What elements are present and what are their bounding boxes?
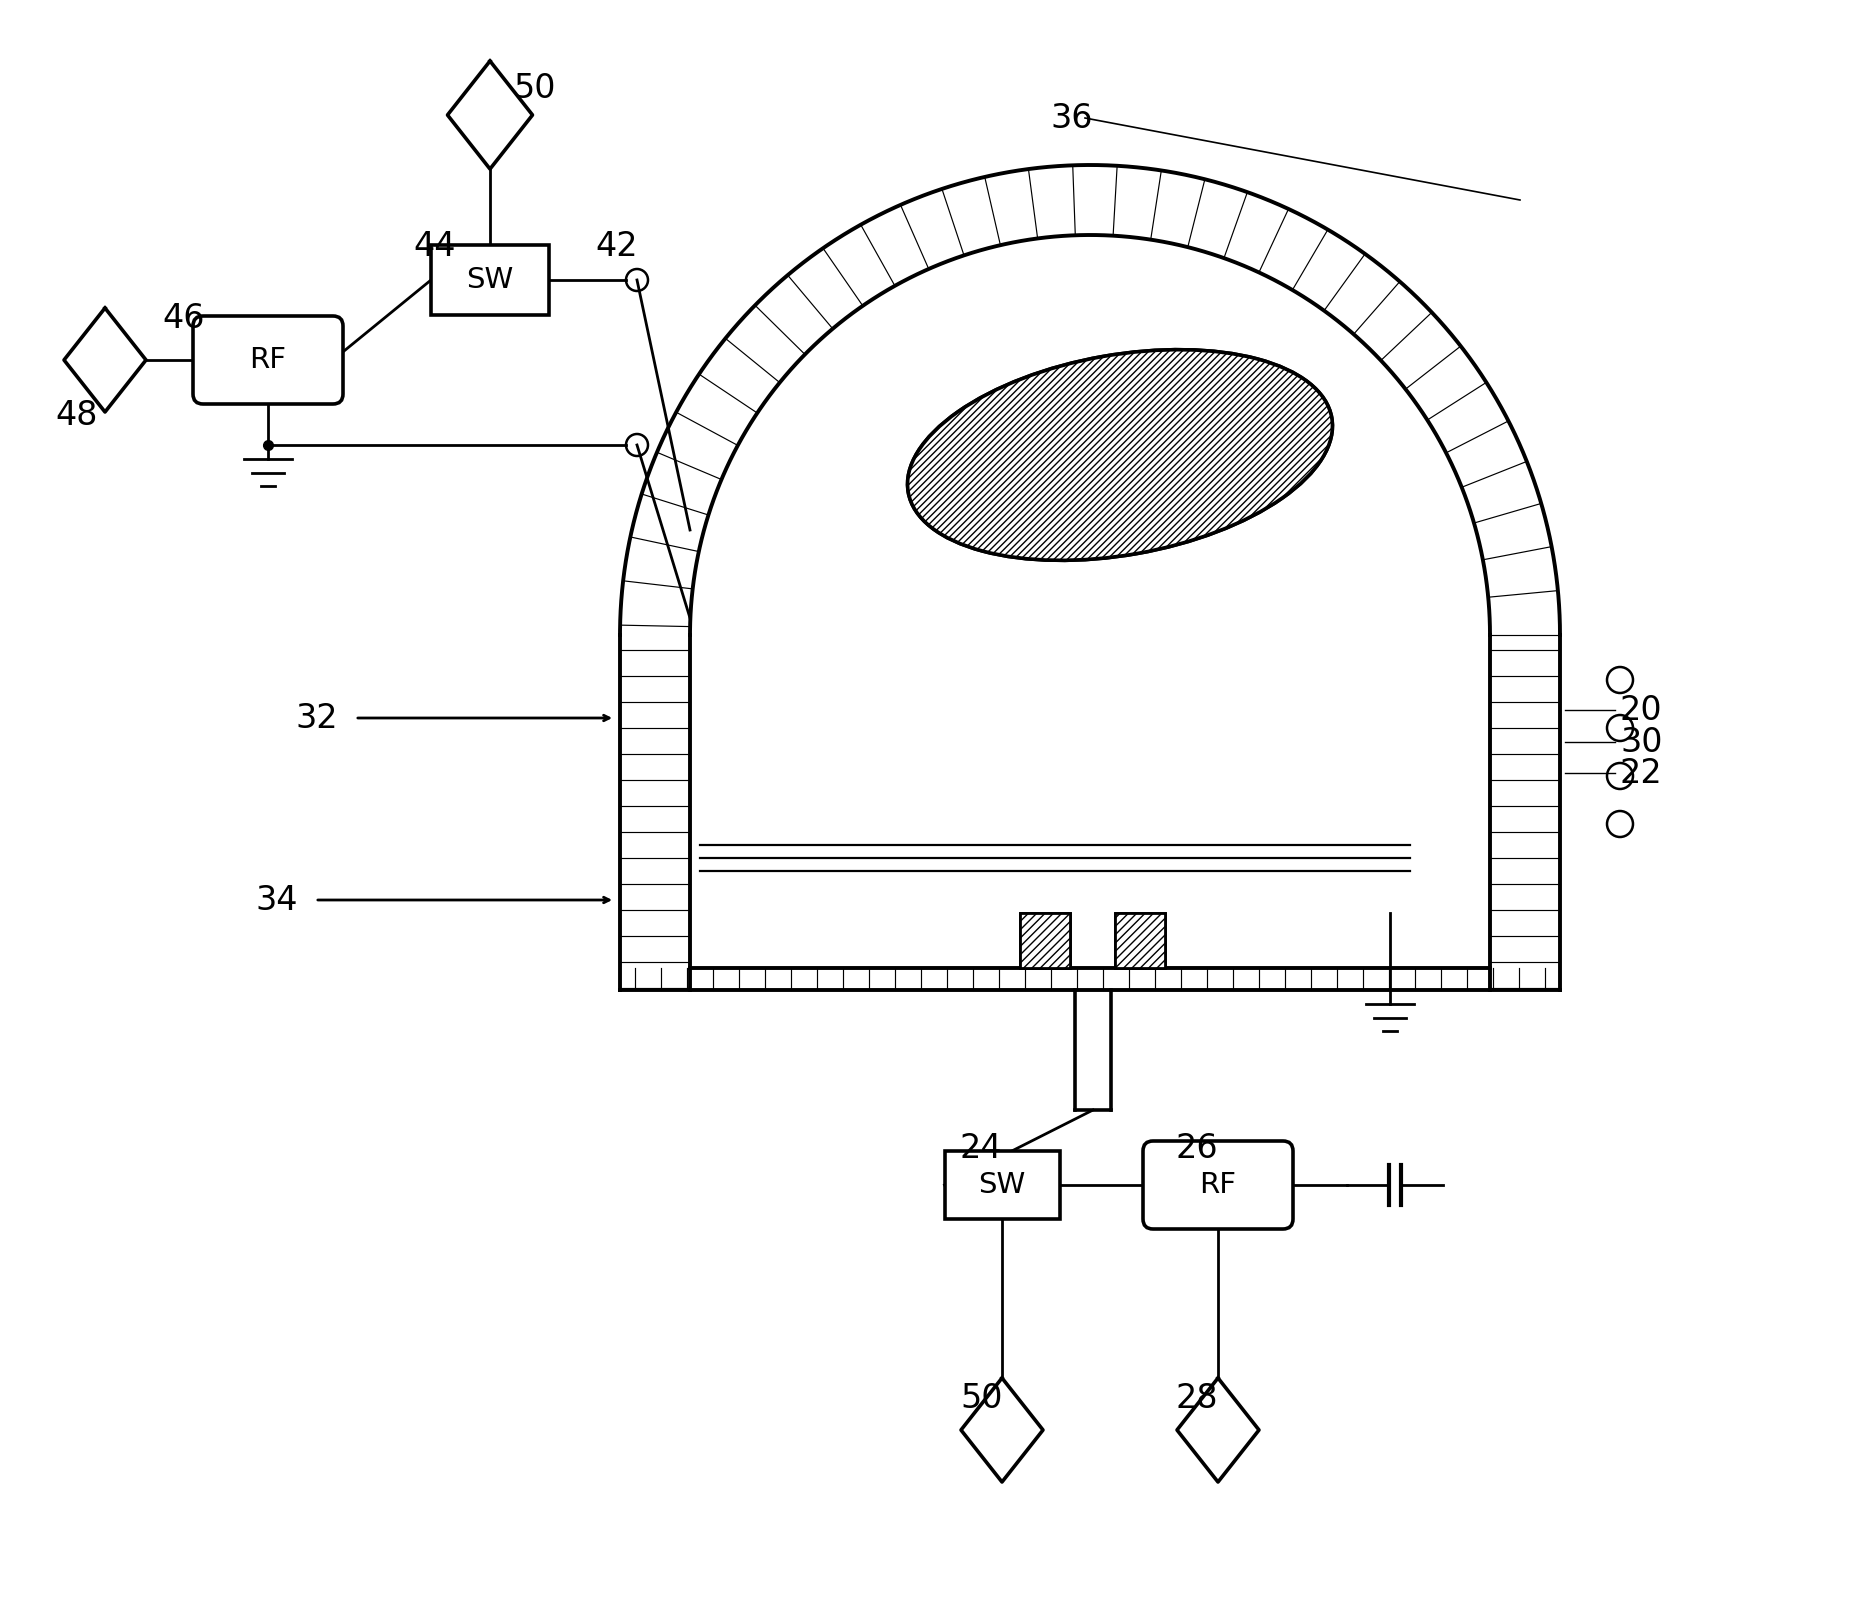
Text: 26: 26 [1175,1132,1218,1164]
FancyBboxPatch shape [431,245,550,316]
Text: 44: 44 [412,230,455,264]
Text: 32: 32 [295,702,338,734]
Text: 22: 22 [1619,757,1662,789]
Text: 20: 20 [1619,694,1662,726]
FancyBboxPatch shape [1144,1141,1292,1228]
Ellipse shape [908,349,1333,560]
Text: 48: 48 [56,399,97,431]
Text: SW: SW [979,1170,1025,1199]
Text: 30: 30 [1619,726,1662,758]
Text: SW: SW [466,266,514,295]
Text: RF: RF [1200,1170,1237,1199]
Text: 50: 50 [513,71,555,105]
FancyBboxPatch shape [1019,913,1070,968]
FancyBboxPatch shape [1114,913,1164,968]
Ellipse shape [908,349,1333,560]
FancyBboxPatch shape [1019,913,1070,968]
Text: 50: 50 [960,1381,1003,1415]
Text: 42: 42 [594,230,637,262]
Text: 46: 46 [162,301,204,335]
Text: 36: 36 [1049,101,1092,135]
FancyBboxPatch shape [945,1151,1060,1219]
Text: 28: 28 [1175,1381,1218,1415]
Text: 24: 24 [960,1132,1003,1164]
Text: RF: RF [249,346,286,374]
Text: 34: 34 [254,884,297,916]
FancyBboxPatch shape [1114,913,1164,968]
FancyBboxPatch shape [193,316,344,404]
